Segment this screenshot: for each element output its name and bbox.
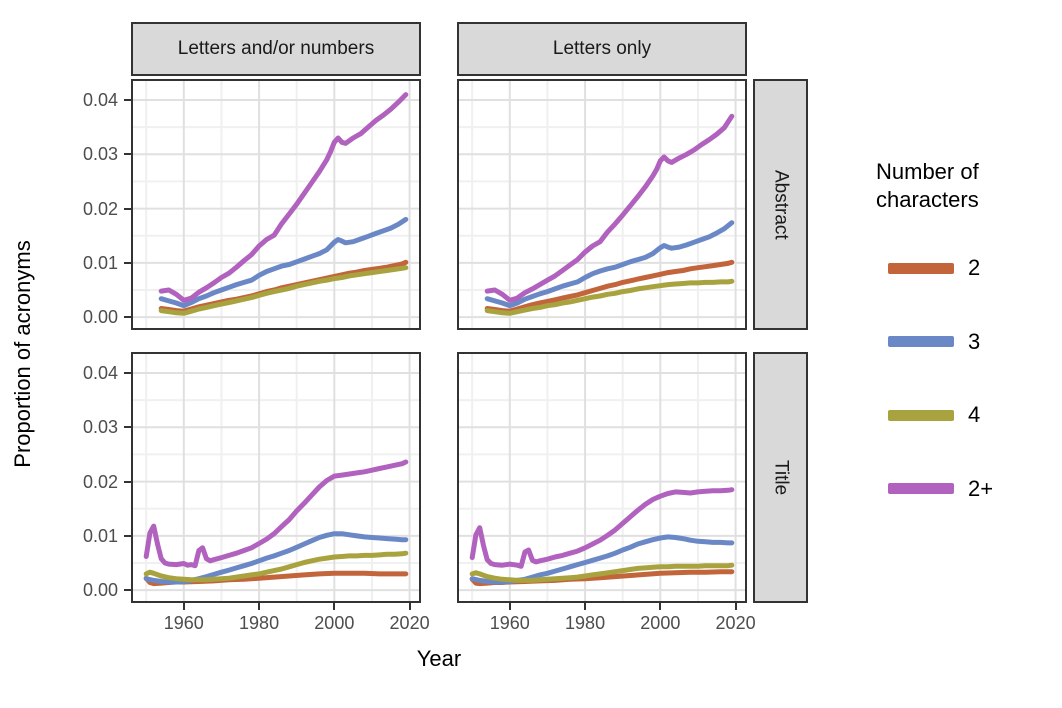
x-tick-label: 2000	[640, 613, 681, 633]
x-axis-title: Year	[416, 646, 462, 671]
legend-entry-4: 4	[888, 402, 981, 427]
y-tick-mark	[124, 153, 131, 156]
x-tick-label: 2020	[715, 613, 756, 633]
y-tick-mark	[124, 261, 131, 264]
line-series-2+	[469, 487, 735, 569]
facet-plot-area	[133, 354, 419, 601]
line-series-3	[158, 216, 409, 309]
legend-key-3	[888, 336, 954, 347]
y-tick-label: 0.04	[82, 363, 118, 383]
x-tick-mark	[258, 603, 261, 610]
y-tick-label: 0.00	[82, 307, 118, 328]
line-series-4	[143, 550, 409, 583]
y-tick-mark	[124, 99, 131, 101]
x-tick-mark	[659, 603, 662, 610]
y-tick-mark	[124, 589, 131, 592]
line-series-4	[469, 562, 735, 583]
legend-entry-label: 4	[968, 402, 981, 427]
legend: Number of characters 2 3 4 2+	[862, 150, 1057, 520]
facet-plot-area	[133, 81, 419, 328]
y-tick-label: 0.02	[82, 198, 118, 219]
line-series-2+	[143, 459, 409, 569]
x-tick-label: 1980	[565, 613, 606, 633]
legend-entry-2: 2	[888, 255, 981, 280]
x-tick-label: 1980	[239, 613, 280, 633]
line-series-2+	[158, 92, 409, 303]
line-series-2+	[484, 113, 735, 303]
x-tick-mark	[182, 603, 185, 610]
y-tick-label: 0.04	[82, 90, 118, 110]
line-series-4	[158, 265, 409, 316]
panel-title-letters-only	[457, 352, 747, 603]
y-axis-title: Proportion of acronyms	[10, 240, 35, 468]
legend-key-2+	[888, 483, 954, 494]
y-tick-label: 0.02	[82, 471, 118, 492]
x-tick-label: 1960	[489, 613, 530, 633]
panel-abstract-letters-only	[457, 79, 747, 330]
x-tick-mark	[584, 603, 587, 610]
y-tick-mark	[124, 207, 131, 210]
legend-key-4	[888, 409, 954, 421]
legend-title: Number of characters	[876, 158, 979, 214]
y-tick-mark	[124, 534, 131, 537]
x-tick-label: 2020	[389, 613, 430, 633]
legend-entry-2+: 2+	[888, 475, 994, 501]
y-tick-label: 0.00	[82, 580, 118, 601]
panel-abstract-letters-and-or-numbers	[131, 79, 421, 330]
y-tick-mark	[124, 480, 131, 483]
line-series-4	[484, 278, 735, 316]
y-tick-label: 0.03	[82, 144, 118, 165]
legend-entry-label: 2	[968, 255, 981, 280]
legend-title-line1: Number of	[876, 159, 979, 184]
y-tick-mark	[124, 426, 131, 429]
facet-strip-letters-and-or-numbers: Letters and/or numbers	[131, 22, 421, 76]
x-tick-label: 1960	[163, 613, 204, 633]
x-tick-mark	[734, 603, 737, 610]
legend-entry-label: 3	[968, 328, 981, 354]
line-series-3	[484, 220, 735, 309]
facet-strip-abstract: Abstract	[753, 79, 808, 330]
x-tick-mark	[333, 603, 336, 610]
facet-strip-letters-only: Letters only	[457, 22, 747, 76]
legend-entry-3: 3	[888, 328, 981, 354]
panel-title-letters-and-or-numbers	[131, 352, 421, 603]
y-tick-mark	[124, 372, 131, 374]
facet-plot-area	[459, 81, 745, 328]
x-tick-label: 2000	[314, 613, 355, 633]
y-tick-label: 0.01	[82, 525, 118, 546]
facet-plot-area	[459, 354, 745, 601]
x-tick-mark	[508, 603, 511, 610]
legend-entry-label: 2+	[968, 475, 994, 501]
x-tick-mark	[408, 603, 411, 610]
y-tick-label: 0.01	[82, 252, 118, 273]
legend-title-line2: characters	[876, 187, 979, 212]
y-tick-label: 0.03	[82, 417, 118, 438]
line-series-2	[158, 259, 409, 314]
facet-strip-title: Title	[753, 352, 808, 603]
legend-key-2	[888, 262, 954, 274]
line-series-2	[484, 259, 735, 314]
y-tick-mark	[124, 316, 131, 319]
